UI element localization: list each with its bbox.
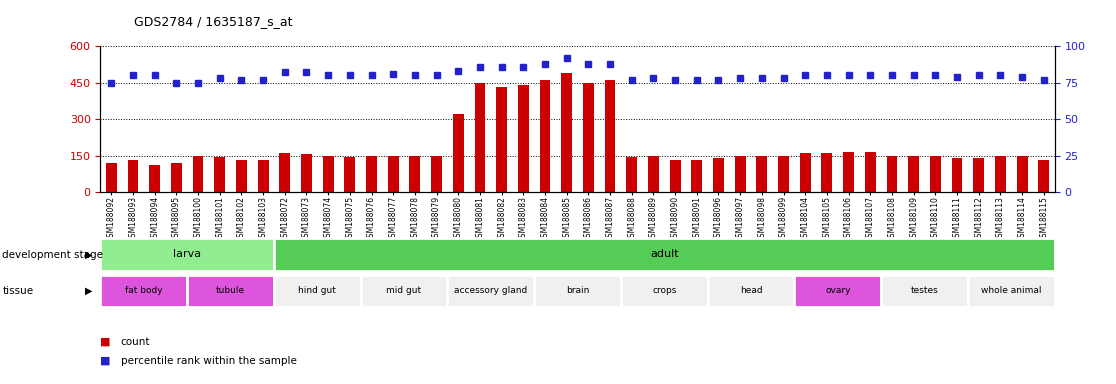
Bar (535, 275, 620, 307)
Bar (865, 152, 876, 192)
Text: count: count (121, 337, 150, 347)
Bar (258, 161, 269, 192)
Text: tubule: tubule (217, 286, 246, 295)
Bar (908, 156, 920, 192)
Bar (605, 80, 616, 192)
Bar (778, 156, 789, 192)
Bar (518, 85, 529, 192)
Text: development stage: development stage (2, 250, 104, 260)
Bar (474, 83, 485, 192)
Text: ■: ■ (100, 337, 110, 347)
Bar (127, 160, 138, 192)
Bar (279, 153, 290, 192)
Bar (1017, 156, 1028, 192)
Text: crops: crops (652, 286, 676, 295)
Bar (360, 275, 448, 307)
Text: ▶: ▶ (85, 250, 93, 260)
Text: adult: adult (650, 249, 679, 260)
Bar (187, 275, 273, 307)
Bar (235, 161, 247, 192)
Text: hind gut: hind gut (298, 286, 336, 295)
Bar (626, 157, 637, 192)
Bar (193, 156, 203, 192)
Bar (323, 156, 334, 192)
Bar (150, 165, 160, 192)
Bar (561, 73, 573, 192)
Bar (273, 238, 1055, 271)
Bar (670, 160, 681, 192)
Text: GDS2784 / 1635187_s_at: GDS2784 / 1635187_s_at (134, 15, 292, 28)
Text: tissue: tissue (2, 286, 33, 296)
Text: whole animal: whole animal (981, 286, 1041, 295)
Bar (821, 153, 833, 192)
Bar (100, 275, 187, 307)
Bar (882, 275, 968, 307)
Bar (273, 275, 360, 307)
Text: testes: testes (911, 286, 939, 295)
Bar (795, 275, 882, 307)
Bar (708, 275, 795, 307)
Text: ovary: ovary (825, 286, 850, 295)
Text: ■: ■ (100, 356, 110, 366)
Bar (301, 154, 311, 192)
Bar (583, 83, 594, 192)
Bar (106, 163, 117, 192)
Bar (844, 152, 854, 192)
Bar (952, 159, 962, 192)
Bar (453, 114, 463, 192)
Bar (930, 156, 941, 192)
Bar (1038, 160, 1049, 192)
Bar (100, 238, 273, 271)
Text: brain: brain (566, 286, 589, 295)
Text: head: head (740, 286, 762, 295)
Text: percentile rank within the sample: percentile rank within the sample (121, 356, 297, 366)
Bar (497, 88, 507, 192)
Bar (886, 156, 897, 192)
Bar (448, 275, 535, 307)
Bar (171, 163, 182, 192)
Bar (800, 153, 810, 192)
Bar (214, 157, 225, 192)
Bar (757, 156, 768, 192)
Bar (387, 156, 398, 192)
Bar (973, 158, 984, 192)
Bar (995, 156, 1006, 192)
Text: fat body: fat body (125, 286, 163, 295)
Text: ▶: ▶ (85, 286, 93, 296)
Text: mid gut: mid gut (386, 286, 422, 295)
Bar (968, 275, 1055, 307)
Bar (539, 80, 550, 192)
Bar (366, 156, 377, 192)
Text: larva: larva (173, 249, 201, 260)
Bar (410, 156, 421, 192)
Bar (734, 156, 745, 192)
Bar (431, 156, 442, 192)
Bar (713, 158, 724, 192)
Bar (345, 157, 355, 192)
Bar (648, 156, 658, 192)
Text: accessory gland: accessory gland (454, 286, 528, 295)
Bar (692, 161, 702, 192)
Bar (620, 275, 708, 307)
